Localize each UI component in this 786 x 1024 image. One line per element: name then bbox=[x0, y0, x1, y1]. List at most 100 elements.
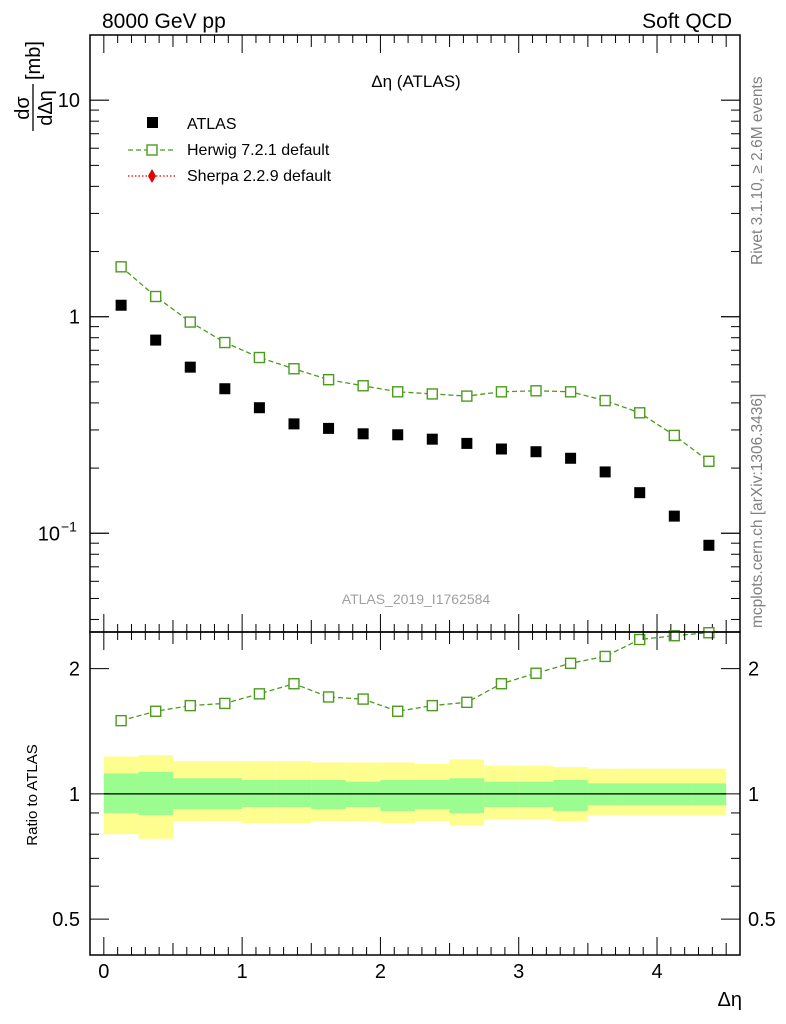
atlas-point bbox=[565, 452, 577, 464]
atlas-point bbox=[323, 422, 335, 434]
y-axis-label-numerator: dσ bbox=[12, 96, 34, 120]
atlas-point bbox=[599, 466, 611, 478]
herwig-point bbox=[599, 394, 611, 407]
ratio-y-tick-label-left: 1 bbox=[69, 784, 80, 806]
herwig-point bbox=[392, 386, 404, 398]
herwig-point bbox=[253, 351, 266, 364]
plot-title: Δη (ATLAS) bbox=[371, 72, 460, 91]
energy-label: 8000 GeV pp bbox=[102, 10, 226, 33]
herwig-point bbox=[322, 373, 335, 386]
ratio-y-tick-label-left: 0.5 bbox=[52, 909, 80, 931]
herwig-point bbox=[115, 261, 127, 273]
main-y-tick-label: 10 bbox=[38, 523, 60, 545]
legend-label-atlas: ATLAS bbox=[187, 116, 237, 133]
legend-entry-atlas: ATLAS bbox=[147, 116, 237, 133]
x-axis-label: Δη bbox=[718, 989, 742, 1011]
herwig-point bbox=[703, 455, 715, 467]
herwig-line bbox=[120, 266, 710, 462]
herwig-point bbox=[461, 390, 473, 402]
ratio-herwig-point bbox=[149, 705, 162, 717]
atlas-point bbox=[253, 402, 265, 414]
main-y-tick-exponent: −1 bbox=[61, 518, 77, 534]
legend-label-herwig: Herwig 7.2.1 default bbox=[187, 142, 330, 159]
legend: ATLAS Herwig 7.2.1 default Sherpa 2.2.9 … bbox=[128, 116, 332, 185]
ratio-uncertainty-bands bbox=[103, 755, 727, 839]
atlas-point bbox=[426, 433, 438, 445]
herwig-point bbox=[357, 380, 369, 392]
legend-entry-sherpa: Sherpa 2.2.9 default bbox=[128, 168, 332, 185]
ratio-y-axis-label: Ratio to ATLAS bbox=[24, 744, 41, 845]
atlas-point bbox=[219, 383, 231, 395]
ratio-y-tick-label-right: 1 bbox=[748, 784, 759, 806]
y-axis-label-denominator: dΔη bbox=[35, 90, 57, 126]
main-y-tick-label: 10 bbox=[58, 90, 80, 112]
analysis-watermark: ATLAS_2019_I1762584 bbox=[342, 591, 491, 607]
main-plot-area bbox=[115, 261, 715, 551]
legend-entry-herwig: Herwig 7.2.1 default bbox=[128, 142, 330, 159]
ratio-herwig-point bbox=[426, 699, 438, 712]
ratio-herwig-point bbox=[668, 630, 681, 642]
herwig-point bbox=[184, 316, 196, 328]
atlas-point bbox=[461, 437, 473, 449]
y-axis-label: dσ dΔη [mb] bbox=[12, 41, 57, 131]
legend-label-sherpa: Sherpa 2.2.9 default bbox=[187, 168, 332, 185]
x-tick-label: 2 bbox=[375, 961, 386, 983]
ratio-herwig-point bbox=[564, 657, 577, 670]
atlas-point bbox=[288, 418, 300, 430]
atlas-point bbox=[668, 510, 680, 522]
stat-uncertainty-band bbox=[380, 780, 415, 811]
x-tick-label: 4 bbox=[651, 961, 662, 983]
ratio-y-tick-label-right: 0.5 bbox=[748, 909, 776, 931]
herwig-point bbox=[149, 290, 162, 303]
ratio-y-tick-label-left: 2 bbox=[69, 659, 80, 681]
ratio-herwig-point bbox=[461, 696, 473, 709]
legend-marker-sherpa bbox=[148, 169, 156, 183]
category-label: Soft QCD bbox=[642, 10, 732, 33]
stat-uncertainty-band bbox=[103, 773, 139, 813]
ratio-herwig-point bbox=[184, 699, 196, 712]
ratio-y-tick-label-right: 2 bbox=[748, 659, 759, 681]
ratio-panel: 0.5 0.5 1 1 2 2 0 1 2 3 4 Ratio to ATLAS Δη bbox=[24, 627, 776, 1011]
herwig-point bbox=[495, 386, 508, 398]
atlas-point bbox=[392, 429, 404, 441]
x-tick-label: 3 bbox=[513, 961, 524, 983]
herwig-point bbox=[634, 407, 646, 419]
stat-uncertainty-band bbox=[449, 778, 485, 813]
atlas-point bbox=[150, 334, 162, 346]
herwig-point bbox=[288, 363, 300, 375]
ratio-herwig-line bbox=[120, 632, 709, 722]
legend-marker-herwig bbox=[146, 144, 158, 156]
atlas-point bbox=[357, 428, 369, 440]
y-axis-label-unit: [mb] bbox=[23, 41, 45, 80]
legend-marker-atlas bbox=[147, 117, 158, 128]
ratio-herwig-point bbox=[530, 667, 542, 679]
herwig-point bbox=[530, 385, 542, 397]
main-y-tick-label: 1 bbox=[69, 307, 80, 329]
ratio-herwig-point bbox=[634, 633, 646, 646]
herwig-point bbox=[668, 429, 681, 442]
ratio-herwig-point bbox=[357, 693, 369, 705]
herwig-point bbox=[219, 336, 231, 349]
ratio-herwig-point bbox=[219, 697, 231, 710]
atlas-point bbox=[184, 361, 196, 373]
ratio-herwig-point bbox=[599, 650, 611, 663]
atlas-point bbox=[703, 539, 715, 551]
ratio-herwig-point bbox=[288, 678, 300, 690]
ratio-herwig-point bbox=[322, 691, 335, 703]
ratio-axis-ticks: 0.5 0.5 1 1 2 2 0 1 2 3 4 bbox=[52, 632, 776, 983]
atlas-point bbox=[634, 487, 646, 499]
rivet-label: Rivet 3.1.10, ≥ 2.6M events bbox=[749, 76, 766, 265]
ratio-plot-area bbox=[115, 627, 715, 727]
atlas-point bbox=[495, 443, 507, 455]
mcplots-label: mcplots.cern.ch [arXiv:1306.3436] bbox=[749, 394, 766, 628]
x-tick-label: 0 bbox=[98, 961, 109, 983]
ratio-herwig-point bbox=[253, 688, 266, 700]
ratio-herwig-point bbox=[392, 705, 404, 717]
herwig-point bbox=[426, 388, 438, 400]
x-tick-label: 1 bbox=[237, 961, 248, 983]
stat-uncertainty-band bbox=[553, 780, 588, 811]
ratio-herwig-point bbox=[115, 714, 127, 727]
